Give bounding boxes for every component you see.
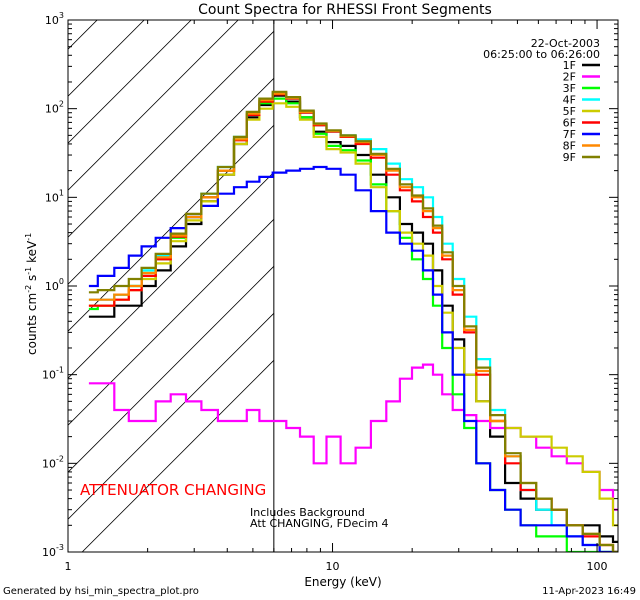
legend-label: 6F — [563, 117, 576, 130]
hatch-line — [68, 266, 275, 473]
x-axis-label: Energy (keV) — [304, 575, 381, 589]
footer-timestamp: 11-Apr-2023 16:49 — [542, 586, 636, 597]
y-tick-label: 100 — [45, 277, 64, 293]
legend-label: 2F — [563, 71, 576, 84]
legend-label: 9F — [563, 151, 576, 164]
axis-ticks — [67, 19, 618, 553]
hatch-line — [68, 219, 275, 426]
hatch-line — [68, 20, 192, 144]
y-axis-label: counts cm-2 s-1 keV-1 — [24, 233, 39, 355]
y-tick-labels: 10-3 10-2 10-1 100 101 102 103 — [42, 11, 64, 559]
legend-label: 3F — [563, 82, 576, 95]
x-tick-label: 1 — [65, 560, 72, 573]
series-line-1f — [88, 94, 618, 543]
legend-label: 7F — [563, 128, 576, 141]
hatch-line — [68, 20, 239, 191]
note-attenuator: Att CHANGING, FDecim 4 — [250, 517, 389, 530]
y-tick-label: 103 — [45, 11, 64, 27]
y-tick-label: 101 — [45, 188, 64, 204]
legend-label: 1F — [563, 59, 576, 72]
x-tick-label: 100 — [587, 560, 608, 573]
series-line-9f — [88, 90, 618, 552]
y-tick-label: 10-3 — [42, 543, 64, 559]
time-range-label: 06:25:00 to 06:26:00 — [483, 48, 600, 61]
hatch-line — [68, 20, 145, 97]
chart-title: Count Spectra for RHESSI Front Segments — [198, 2, 492, 18]
hatch-line — [68, 313, 275, 520]
attenuator-label: ATTENUATOR CHANGING — [80, 481, 266, 499]
hatch-line — [81, 360, 275, 552]
legend-label: 4F — [563, 94, 576, 107]
y-tick-label: 102 — [45, 100, 64, 116]
hatch-line — [68, 172, 275, 379]
y-tick-label: 10-2 — [42, 454, 64, 470]
series-group — [88, 90, 618, 552]
x-tick-labels: 1 10 100 — [65, 560, 608, 573]
date-label: 22-Oct-2003 — [531, 37, 600, 50]
legend-label: 8F — [563, 140, 576, 153]
x-tick-label: 10 — [326, 560, 340, 573]
note-background: Includes Background — [250, 506, 365, 519]
hatch-line — [68, 78, 275, 285]
series-line-7f — [88, 165, 618, 552]
y-tick-label: 10-1 — [42, 366, 64, 382]
legend-label: 5F — [563, 105, 576, 118]
series-line-5f — [88, 102, 618, 527]
footer-generated: Generated by hsi_min_spectra_plot.pro — [3, 586, 199, 597]
hatch-line — [68, 31, 275, 238]
